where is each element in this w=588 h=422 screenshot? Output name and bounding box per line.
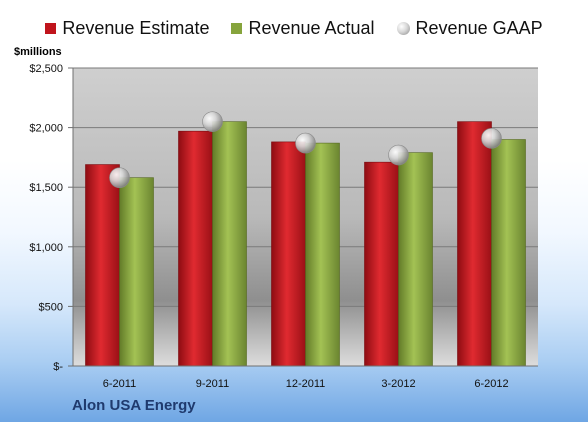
legend: Revenue Estimate Revenue Actual Revenue … [0, 14, 588, 42]
company-name: Alon USA Energy [72, 397, 196, 414]
x-tick-labels: 6-2011 9-2011 12-2011 3-2012 6-2012 [103, 378, 509, 390]
x-tick-label: 9-2011 [196, 378, 229, 390]
legend-label-estimate: Revenue Estimate [62, 17, 210, 38]
legend-item-gaap: Revenue GAAP [396, 17, 543, 39]
bar-actual [212, 121, 247, 367]
y-tick-label: $1,000 [29, 242, 63, 254]
legend-label-gaap: Revenue GAAP [415, 17, 543, 38]
bar-estimate [457, 121, 492, 367]
legend-swatch-estimate [45, 22, 57, 34]
marker-gaap [202, 111, 223, 132]
marker-gaap [295, 132, 316, 154]
legend-swatch-gaap [396, 21, 410, 35]
unit-label: $millions [14, 46, 62, 58]
y-tick-labels: $- $500 $1,000 $1,500 $2,000 $2,500 [29, 63, 73, 373]
bar-estimate [85, 164, 120, 367]
legend-item-estimate: Revenue Estimate [45, 18, 209, 39]
bar-estimate [178, 130, 213, 367]
x-tick-label: 12-2011 [286, 378, 326, 390]
bar-estimate [364, 161, 399, 367]
marker-gaap [388, 144, 409, 166]
bar-actual [491, 139, 526, 367]
bar-actual [398, 152, 433, 367]
x-tick-label: 3-2012 [381, 378, 415, 390]
x-tick-label: 6-2011 [103, 378, 136, 390]
bar-actual [305, 142, 340, 367]
bars [85, 121, 526, 367]
y-tick-label: $2,000 [29, 123, 63, 135]
y-tick-label: $- [53, 361, 63, 373]
marker-gaap [109, 167, 130, 188]
legend-item-actual: Revenue Actual [231, 17, 375, 39]
bar-actual [119, 177, 154, 367]
y-tick-label: $1,500 [29, 182, 63, 194]
y-tick-label: $500 [39, 301, 63, 313]
marker-gaap [481, 128, 502, 149]
bar-estimate [271, 141, 306, 367]
legend-swatch-actual [231, 22, 243, 34]
legend-label-actual: Revenue Actual [248, 17, 375, 38]
gaap-markers [109, 111, 502, 188]
x-tick-label: 6-2012 [474, 378, 508, 390]
y-tick-label: $2,500 [29, 63, 63, 75]
